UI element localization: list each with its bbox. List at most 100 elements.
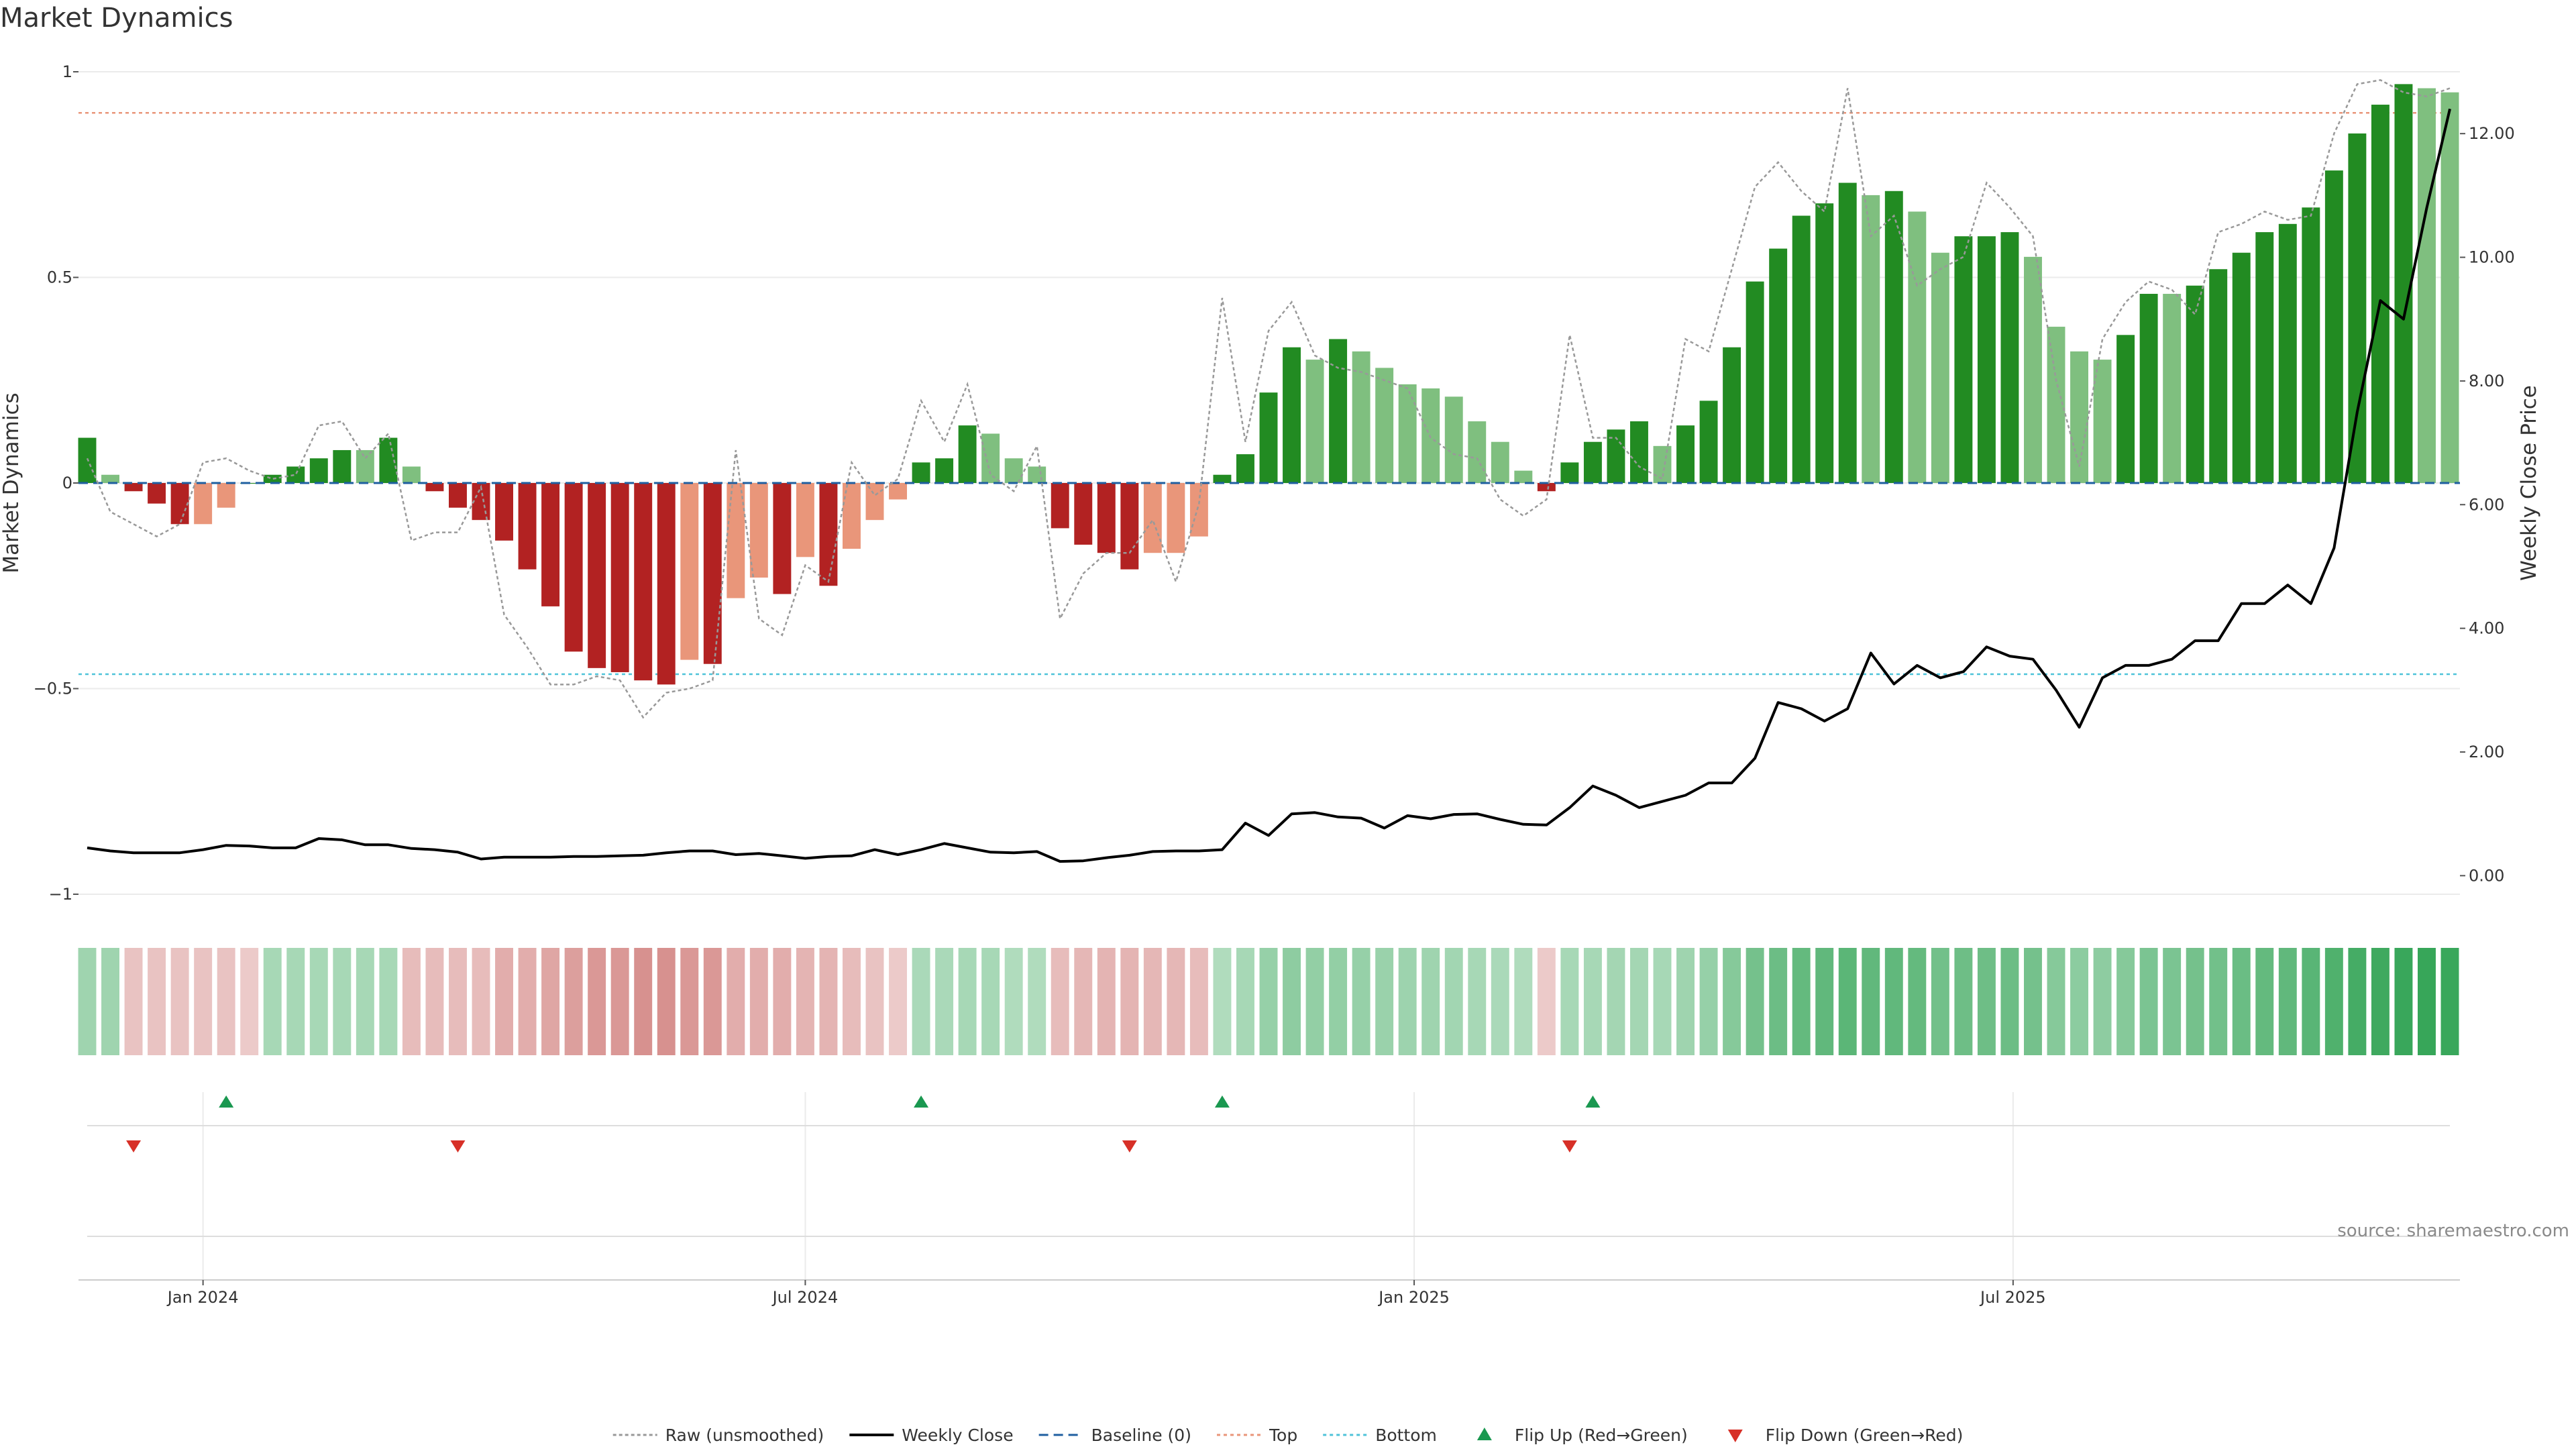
bar	[2209, 269, 2228, 483]
bar	[1792, 215, 1811, 483]
bar	[1630, 421, 1648, 483]
heat-cell	[773, 948, 792, 1055]
heat-cell	[749, 948, 768, 1055]
heat-cell	[2348, 948, 2367, 1055]
heat-cell	[1444, 948, 1463, 1055]
heat-cell	[2139, 948, 2158, 1055]
heat-cell	[958, 948, 977, 1055]
bar	[889, 483, 907, 500]
right-tick-label: 6.00	[2469, 495, 2504, 514]
x-axis: Jan 2024 Jul 2024 Jan 2025 Jul 2025	[78, 1279, 2460, 1307]
bar	[333, 449, 352, 483]
bar	[2186, 285, 2204, 483]
bar	[2324, 170, 2343, 483]
reference-lines	[78, 112, 2460, 676]
heat-cell	[2116, 948, 2135, 1055]
bar	[356, 449, 374, 483]
bar	[309, 458, 328, 483]
bar	[1977, 236, 1996, 483]
heat-cell	[1653, 948, 1672, 1055]
smoothed-bars	[78, 84, 2460, 685]
heat-cell	[541, 948, 560, 1055]
bar	[1884, 191, 1903, 483]
bar	[1468, 421, 1487, 483]
heat-cell	[2324, 948, 2343, 1055]
bar	[1560, 462, 1579, 483]
heat-cell	[1514, 948, 1533, 1055]
heat-cell	[1421, 948, 1440, 1055]
x-tick-label: Jan 2024	[166, 1288, 239, 1307]
left-axis-label: Market Dynamics	[0, 392, 23, 573]
bar	[1676, 425, 1695, 483]
right-axis-label: Weekly Close Price	[2517, 385, 2541, 581]
bar	[1908, 211, 1927, 483]
heat-cell	[2394, 948, 2413, 1055]
bar	[703, 483, 722, 664]
heat-cell	[449, 948, 467, 1055]
heat-cell	[194, 948, 213, 1055]
heat-cell	[2232, 948, 2251, 1055]
legend-item-label: Flip Down (Green→Red)	[1766, 1426, 1964, 1445]
heat-cell	[1468, 948, 1487, 1055]
heat-cell	[217, 948, 235, 1055]
left-tick-label: 1	[62, 62, 72, 81]
heat-cell	[2371, 948, 2390, 1055]
heat-cell	[1259, 948, 1278, 1055]
bar	[1699, 400, 1718, 483]
heat-cell	[1769, 948, 1788, 1055]
heat-cell	[1375, 948, 1394, 1055]
heat-cell	[1051, 948, 1069, 1055]
right-tick-label: 4.00	[2469, 619, 2504, 638]
heat-cell	[1560, 948, 1579, 1055]
bar	[1305, 360, 1324, 483]
heat-cell	[1167, 948, 1185, 1055]
raw-line	[86, 78, 2451, 719]
heat-cell	[610, 948, 629, 1055]
bar	[1329, 339, 1348, 483]
legend-item-label: Weekly Close	[902, 1426, 1013, 1445]
heat-cell	[518, 948, 537, 1055]
heat-cell	[1862, 948, 1880, 1055]
heat-cell	[1537, 948, 1556, 1055]
heat-cell	[703, 948, 722, 1055]
heat-cell	[472, 948, 490, 1055]
bar	[727, 483, 745, 598]
bar	[865, 483, 884, 521]
heat-cell	[101, 948, 119, 1055]
bar	[1074, 483, 1093, 545]
bar	[402, 466, 421, 483]
heat-cell	[2163, 948, 2182, 1055]
heat-cell	[1583, 948, 1602, 1055]
heat-cell	[170, 948, 189, 1055]
bar	[657, 483, 676, 685]
heat-cell	[263, 948, 282, 1055]
heat-cell	[240, 948, 259, 1055]
bar	[2255, 232, 2274, 483]
heat-cell	[2000, 948, 2019, 1055]
flip-up-marker	[914, 1095, 929, 1108]
bar	[518, 483, 537, 570]
heat-cell	[564, 948, 583, 1055]
bar	[194, 483, 213, 525]
right-axis-ticks: 0.00 2.00 4.00 6.00 8.00 10.00 12.00	[2460, 124, 2515, 885]
bar	[588, 483, 606, 668]
right-tick-label: 10.00	[2469, 248, 2515, 267]
bar	[843, 483, 861, 549]
bar	[2418, 88, 2436, 483]
heat-cell	[286, 948, 305, 1055]
right-tick-label: 2.00	[2469, 743, 2504, 761]
heat-cell	[1607, 948, 1625, 1055]
heat-cell	[1838, 948, 1857, 1055]
heat-cell	[425, 948, 444, 1055]
heat-cell	[680, 948, 699, 1055]
heat-cell	[1723, 948, 1741, 1055]
heat-cell	[1977, 948, 1996, 1055]
bar	[1746, 281, 1764, 483]
heat-cell	[1398, 948, 1417, 1055]
bar	[1421, 388, 1440, 483]
bar	[2278, 223, 2297, 483]
bar	[2070, 351, 2088, 483]
right-tick-label: 8.00	[2469, 372, 2504, 390]
bar	[1444, 396, 1463, 483]
